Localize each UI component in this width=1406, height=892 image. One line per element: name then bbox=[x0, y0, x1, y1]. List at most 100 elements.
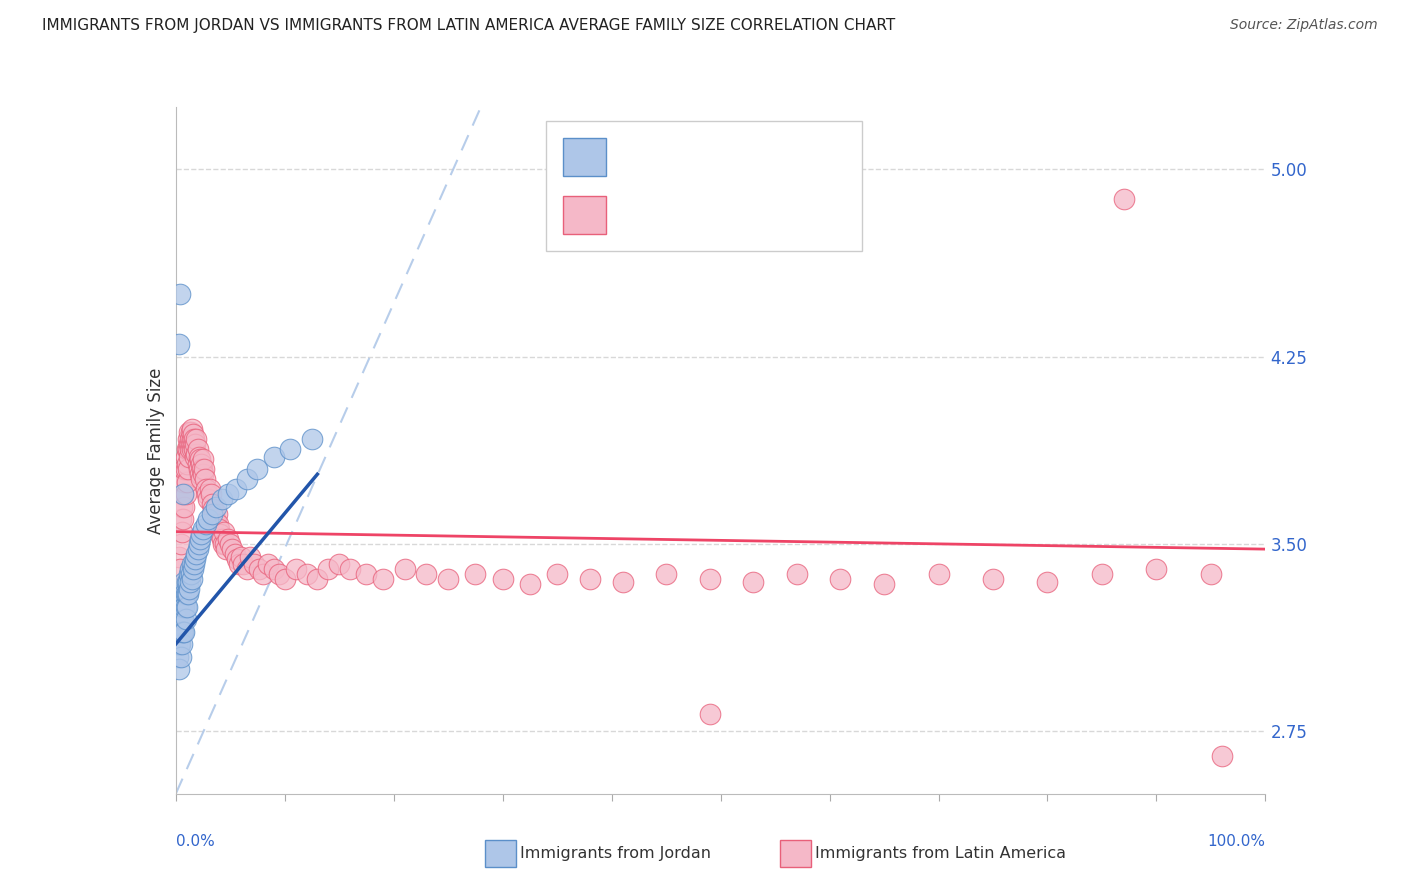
Point bbox=[167, 549, 190, 564]
Point bbox=[169, 562, 191, 576]
Text: Immigrants from Jordan: Immigrants from Jordan bbox=[520, 847, 711, 861]
Point bbox=[179, 562, 201, 576]
Point bbox=[170, 612, 193, 626]
Point bbox=[786, 567, 808, 582]
Text: Immigrants from Latin America: Immigrants from Latin America bbox=[815, 847, 1067, 861]
Point bbox=[211, 492, 233, 507]
Point bbox=[191, 522, 214, 536]
Point bbox=[177, 587, 200, 601]
Point bbox=[180, 425, 202, 439]
Point bbox=[166, 637, 188, 651]
Point bbox=[170, 537, 193, 551]
Point bbox=[177, 582, 200, 596]
Point bbox=[1112, 193, 1135, 207]
Point bbox=[212, 524, 235, 539]
Point bbox=[181, 557, 204, 571]
Point bbox=[295, 567, 318, 582]
Point bbox=[219, 537, 242, 551]
Point bbox=[187, 450, 209, 464]
Point bbox=[217, 532, 239, 546]
Point bbox=[167, 624, 190, 639]
Point bbox=[301, 432, 323, 446]
FancyBboxPatch shape bbox=[546, 120, 862, 252]
Point bbox=[174, 612, 197, 626]
Point bbox=[274, 572, 297, 586]
Point bbox=[177, 442, 200, 457]
Point bbox=[174, 462, 197, 476]
Point bbox=[339, 562, 361, 576]
FancyBboxPatch shape bbox=[562, 196, 606, 234]
Point bbox=[170, 512, 193, 526]
Point bbox=[167, 637, 190, 651]
Point bbox=[232, 557, 254, 571]
Point bbox=[186, 457, 209, 471]
Point bbox=[211, 537, 233, 551]
Point bbox=[205, 500, 228, 514]
Point bbox=[184, 450, 207, 464]
Point bbox=[172, 599, 194, 614]
Point bbox=[191, 467, 214, 482]
Point bbox=[235, 562, 257, 576]
Point bbox=[170, 599, 193, 614]
Point bbox=[179, 442, 201, 457]
Point bbox=[174, 587, 197, 601]
Point bbox=[655, 567, 678, 582]
Point bbox=[204, 512, 226, 526]
Point bbox=[200, 487, 222, 501]
Point bbox=[179, 574, 201, 589]
Point bbox=[928, 567, 950, 582]
Point bbox=[173, 500, 195, 514]
Text: Source: ZipAtlas.com: Source: ZipAtlas.com bbox=[1230, 18, 1378, 32]
Point bbox=[177, 567, 200, 582]
Point bbox=[170, 624, 193, 639]
Point bbox=[172, 487, 194, 501]
Point bbox=[167, 599, 190, 614]
Point bbox=[356, 567, 378, 582]
Point bbox=[169, 612, 191, 626]
Point bbox=[224, 547, 246, 561]
Point bbox=[207, 517, 229, 532]
Point bbox=[195, 517, 218, 532]
Point bbox=[198, 482, 221, 496]
Point bbox=[252, 567, 274, 582]
Point bbox=[184, 437, 207, 451]
Point bbox=[170, 649, 193, 664]
Point bbox=[699, 572, 721, 586]
Point bbox=[318, 562, 340, 576]
Point bbox=[167, 649, 190, 664]
Point bbox=[186, 547, 208, 561]
Point bbox=[225, 482, 247, 496]
Point bbox=[169, 624, 191, 639]
Point bbox=[183, 557, 205, 571]
Point bbox=[173, 599, 195, 614]
Point bbox=[176, 599, 198, 614]
Point bbox=[214, 537, 236, 551]
Point bbox=[169, 287, 191, 301]
Point bbox=[176, 587, 198, 601]
Point bbox=[284, 562, 307, 576]
Point bbox=[546, 567, 568, 582]
Point bbox=[176, 457, 198, 471]
Point bbox=[437, 572, 460, 586]
Point bbox=[186, 447, 208, 461]
Point bbox=[205, 517, 228, 532]
Point bbox=[180, 567, 202, 582]
Point bbox=[187, 537, 209, 551]
Point bbox=[579, 572, 602, 586]
Point bbox=[172, 624, 194, 639]
Point bbox=[167, 612, 190, 626]
Point bbox=[202, 507, 225, 521]
Text: 100.0%: 100.0% bbox=[1208, 834, 1265, 849]
Point bbox=[1144, 562, 1167, 576]
Point bbox=[181, 442, 204, 457]
Point bbox=[307, 572, 329, 586]
Point bbox=[188, 467, 211, 482]
Point bbox=[201, 507, 224, 521]
Point bbox=[181, 562, 204, 576]
Point bbox=[246, 462, 269, 476]
Point bbox=[191, 462, 214, 476]
Point bbox=[464, 567, 486, 582]
Point bbox=[167, 662, 190, 676]
Point bbox=[194, 472, 217, 486]
Point bbox=[190, 457, 212, 471]
